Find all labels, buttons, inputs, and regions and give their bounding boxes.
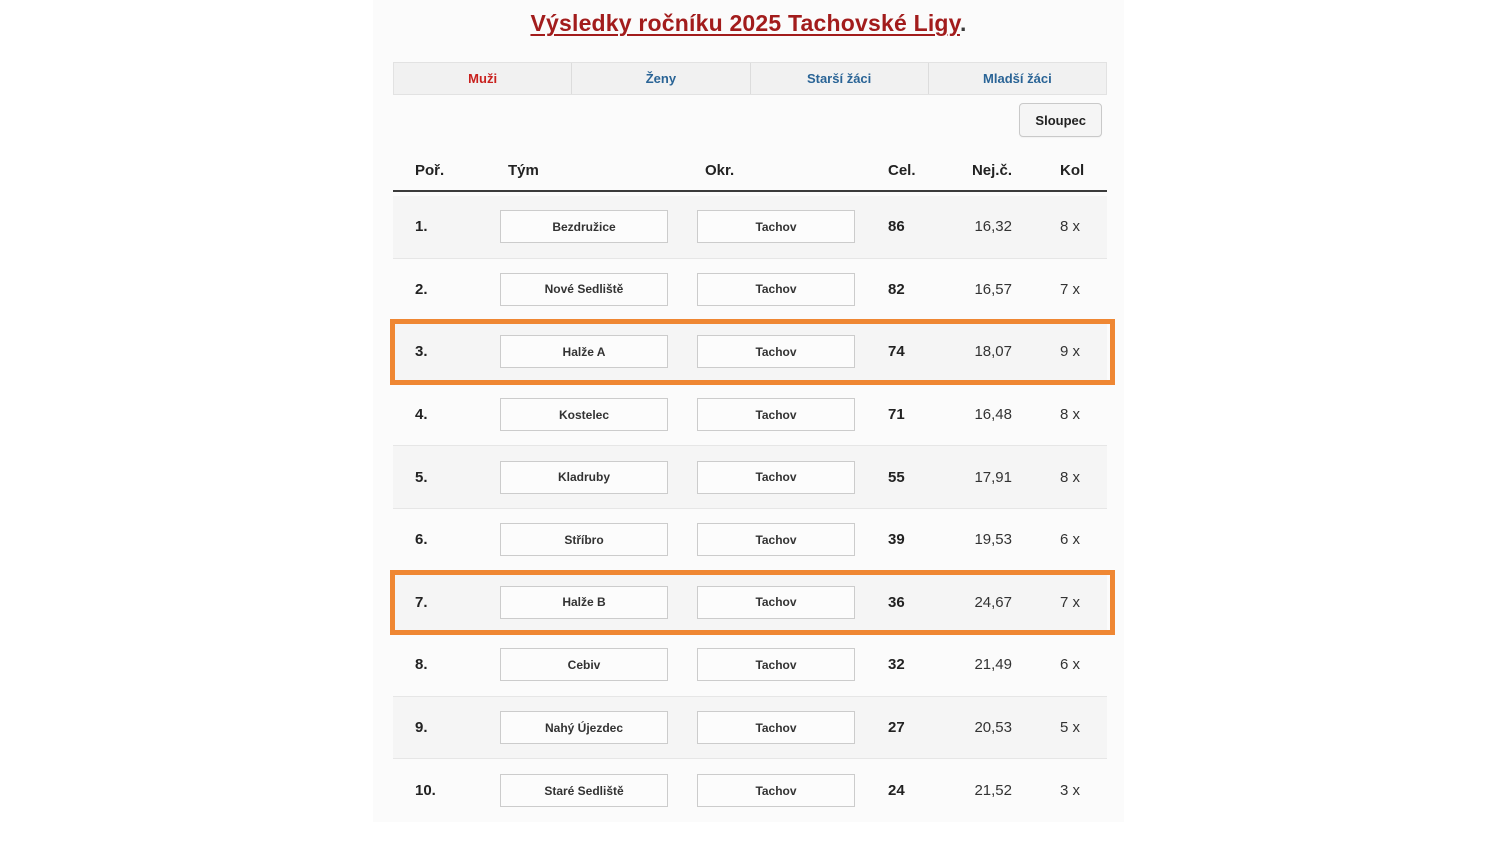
tab-label: Ženy bbox=[645, 71, 677, 86]
header-district: Okr. bbox=[705, 161, 735, 179]
district-button[interactable]: Tachov bbox=[697, 460, 855, 494]
district-button[interactable]: Tachov bbox=[697, 335, 855, 369]
table-header: Poř. Tým Okr. Cel. Nej.č. Kol bbox=[393, 150, 1107, 192]
total-cell: 27 bbox=[888, 719, 905, 737]
table-row: 6. Stříbro Tachov 39 19,53 6 x bbox=[393, 509, 1107, 572]
header-total: Cel. bbox=[888, 161, 916, 179]
team-button[interactable]: Nahý Újezdec bbox=[500, 711, 668, 745]
rank-cell: 6. bbox=[415, 531, 428, 549]
district-button[interactable]: Tachov bbox=[697, 648, 855, 682]
best-time-cell: 16,57 bbox=[974, 280, 1012, 298]
column-button[interactable]: Sloupec bbox=[1019, 103, 1102, 137]
best-time-cell: 18,07 bbox=[974, 343, 1012, 361]
rounds-cell: 6 x bbox=[1060, 656, 1081, 674]
table-row: 1. Bezdružice Tachov 86 16,32 8 x bbox=[393, 196, 1107, 259]
team-button[interactable]: Cebiv bbox=[500, 648, 668, 682]
table-row: 7. Halže B Tachov 36 24,67 7 x bbox=[390, 569, 1115, 635]
district-button[interactable]: Tachov bbox=[697, 272, 855, 306]
table-row: 3. Halže A Tachov 74 18,07 9 x bbox=[390, 319, 1115, 385]
header-rank: Poř. bbox=[415, 161, 445, 179]
best-time-cell: 16,32 bbox=[974, 218, 1012, 236]
rank-cell: 7. bbox=[415, 593, 428, 611]
rounds-cell: 3 x bbox=[1060, 782, 1081, 800]
rank-cell: 9. bbox=[415, 719, 428, 737]
rank-cell: 1. bbox=[415, 218, 428, 236]
rounds-cell: 5 x bbox=[1060, 719, 1081, 737]
rounds-cell: 9 x bbox=[1060, 343, 1081, 361]
total-cell: 82 bbox=[888, 280, 905, 298]
team-button[interactable]: Kostelec bbox=[500, 398, 668, 432]
results-table: Poř. Tým Okr. Cel. Nej.č. Kol 1. Bezdruž… bbox=[390, 150, 1115, 822]
table-row: 2. Nové Sedliště Tachov 82 16,57 7 x bbox=[393, 259, 1107, 322]
best-time-cell: 24,67 bbox=[974, 593, 1012, 611]
total-cell: 71 bbox=[888, 406, 905, 424]
table-row: 4. Kostelec Tachov 71 16,48 8 x bbox=[393, 384, 1107, 447]
team-button[interactable]: Nové Sedliště bbox=[500, 272, 668, 306]
category-tab-bar: Muži Ženy Starší žáci Mladší žáci bbox=[393, 62, 1107, 95]
rounds-cell: 7 x bbox=[1060, 593, 1081, 611]
team-button[interactable]: Halže A bbox=[500, 335, 668, 369]
district-button[interactable]: Tachov bbox=[697, 398, 855, 432]
table-row: 10. Staré Sedliště Tachov 24 21,52 3 x bbox=[393, 759, 1107, 822]
best-time-cell: 19,53 bbox=[974, 531, 1012, 549]
tab-label: Starší žáci bbox=[806, 71, 872, 86]
best-time-cell: 16,48 bbox=[974, 406, 1012, 424]
team-button[interactable]: Staré Sedliště bbox=[500, 774, 668, 808]
table-row: 8. Cebiv Tachov 32 21,49 6 x bbox=[393, 634, 1107, 697]
rank-cell: 5. bbox=[415, 468, 428, 486]
tab-label: Muži bbox=[468, 71, 498, 86]
district-button[interactable]: Tachov bbox=[697, 585, 855, 619]
toolbar: Sloupec bbox=[373, 103, 1102, 137]
total-cell: 39 bbox=[888, 531, 905, 549]
total-cell: 74 bbox=[888, 343, 905, 361]
page-title-text: Výsledky ročníku 2025 Tachovské Ligy bbox=[530, 10, 960, 36]
header-best: Nej.č. bbox=[971, 161, 1012, 179]
rounds-cell: 6 x bbox=[1060, 531, 1081, 549]
rank-cell: 2. bbox=[415, 280, 428, 298]
total-cell: 32 bbox=[888, 656, 905, 674]
district-button[interactable]: Tachov bbox=[697, 711, 855, 745]
rounds-cell: 8 x bbox=[1060, 468, 1081, 486]
page-title-suffix: . bbox=[959, 10, 967, 36]
total-cell: 36 bbox=[888, 593, 905, 611]
best-time-cell: 17,91 bbox=[974, 468, 1012, 486]
rounds-cell: 7 x bbox=[1060, 280, 1081, 298]
team-button[interactable]: Halže B bbox=[500, 585, 668, 619]
best-time-cell: 21,52 bbox=[974, 782, 1012, 800]
team-button[interactable]: Stříbro bbox=[500, 523, 668, 557]
table-row: 9. Nahý Újezdec Tachov 27 20,53 5 x bbox=[393, 696, 1107, 760]
table-row: 5. Kladruby Tachov 55 17,91 8 x bbox=[393, 446, 1107, 509]
header-rounds: Kol bbox=[1060, 161, 1085, 179]
tab-muzi[interactable]: Muži bbox=[394, 63, 573, 94]
tab-label: Mladší žáci bbox=[983, 71, 1052, 86]
district-button[interactable]: Tachov bbox=[697, 210, 855, 244]
rounds-cell: 8 x bbox=[1060, 218, 1081, 236]
rank-cell: 4. bbox=[415, 406, 428, 424]
tab-mladsi-zaci[interactable]: Mladší žáci bbox=[929, 63, 1106, 94]
rounds-cell: 8 x bbox=[1060, 406, 1081, 424]
tab-zeny[interactable]: Ženy bbox=[572, 63, 751, 94]
rank-cell: 8. bbox=[415, 656, 428, 674]
total-cell: 55 bbox=[888, 468, 905, 486]
tab-starsi-zaci[interactable]: Starší žáci bbox=[751, 63, 929, 94]
total-cell: 24 bbox=[888, 782, 905, 800]
table-body: 1. Bezdružice Tachov 86 16,32 8 x 2. Nov… bbox=[390, 196, 1115, 822]
best-time-cell: 21,49 bbox=[974, 656, 1012, 674]
rank-cell: 10. bbox=[415, 782, 436, 800]
rank-cell: 3. bbox=[415, 343, 428, 361]
page-title: Výsledky ročníku 2025 Tachovské Ligy. bbox=[373, 0, 1124, 37]
district-button[interactable]: Tachov bbox=[697, 523, 855, 557]
team-button[interactable]: Bezdružice bbox=[500, 210, 668, 244]
team-button[interactable]: Kladruby bbox=[500, 460, 668, 494]
header-team: Tým bbox=[508, 161, 539, 179]
district-button[interactable]: Tachov bbox=[697, 774, 855, 808]
best-time-cell: 20,53 bbox=[974, 719, 1012, 737]
total-cell: 86 bbox=[888, 218, 905, 236]
content-panel: Výsledky ročníku 2025 Tachovské Ligy. Mu… bbox=[373, 0, 1124, 822]
